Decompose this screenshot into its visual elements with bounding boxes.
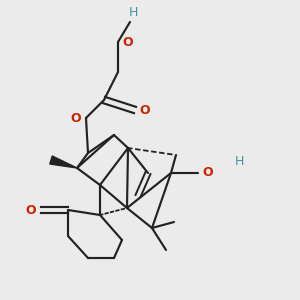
Text: O: O <box>122 35 133 49</box>
Polygon shape <box>50 156 77 168</box>
Text: O: O <box>140 103 150 116</box>
Text: O: O <box>70 112 81 124</box>
Text: H: H <box>128 6 138 19</box>
Text: O: O <box>26 203 36 217</box>
Text: O: O <box>202 167 213 179</box>
Text: H: H <box>235 155 244 168</box>
